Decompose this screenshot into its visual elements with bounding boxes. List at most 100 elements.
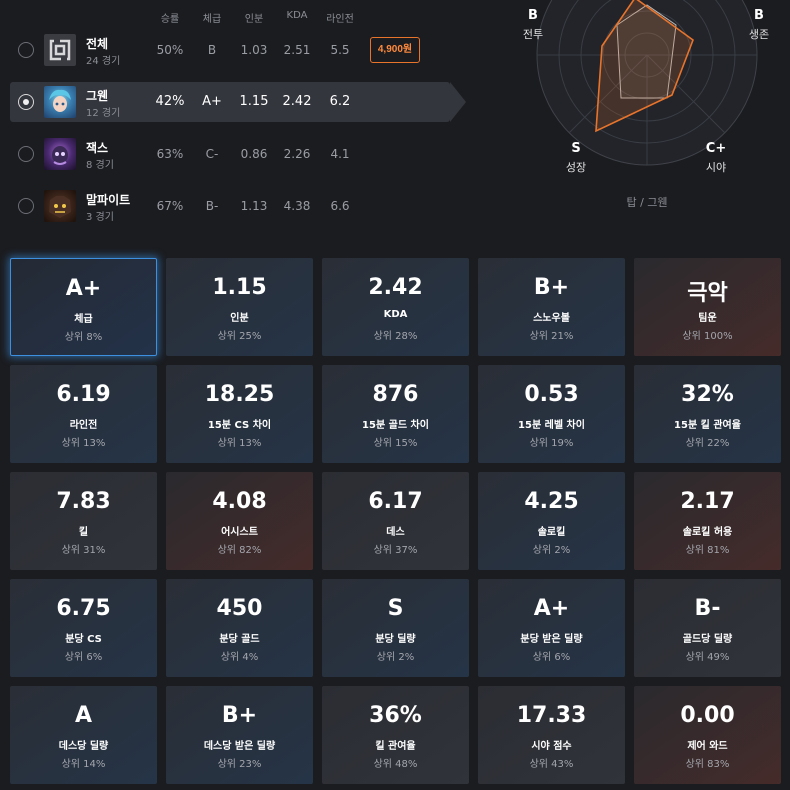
stat-rank: 상위 100% (682, 331, 733, 342)
stat-rank: 상위 6% (64, 652, 103, 663)
stat-card[interactable]: A 데스당 딜량 상위 14% (10, 686, 157, 784)
stat-rank: 상위 2% (376, 652, 415, 663)
stat-rank: 상위 14% (61, 759, 106, 770)
radar-grade: S (571, 141, 581, 156)
stat-rank: 상위 28% (373, 331, 418, 342)
stat-label: 체급 (74, 314, 93, 325)
tier-value: B (207, 43, 217, 57)
header-winrate: 승률 (160, 14, 180, 25)
radar-label-name: 시야 (705, 161, 727, 174)
stat-label: 시야 점수 (531, 741, 572, 752)
champion-row-malphite[interactable]: 말파이트 3 경기 67% B- 1.13 4.38 6.6 (10, 186, 450, 226)
radar-caption: 탑 / 그웬 (626, 196, 668, 209)
stat-value: A+ (533, 596, 570, 621)
stat-value: S (387, 596, 404, 621)
stat-card[interactable]: 6.75 분당 CS 상위 6% (10, 579, 157, 677)
stat-value: 36% (369, 703, 422, 728)
stat-rank: 상위 82% (217, 545, 262, 556)
stat-rank: 상위 81% (685, 545, 730, 556)
stat-rank: 상위 31% (61, 545, 106, 556)
stat-label: 데스당 받은 딜량 (203, 741, 276, 752)
stat-rank: 상위 48% (373, 759, 418, 770)
stat-card[interactable]: B- 골드당 딜량 상위 49% (634, 579, 781, 677)
stat-label: 제어 와드 (687, 741, 728, 752)
champion-row-jax[interactable]: 잭스 8 경기 63% C- 0.86 2.26 4.1 (10, 134, 450, 174)
stat-value: 6.75 (56, 596, 111, 621)
stat-value: 18.25 (204, 382, 275, 407)
inbun-value: 1.03 (240, 43, 268, 57)
stat-card[interactable]: 17.33 시야 점수 상위 43% (478, 686, 625, 784)
stat-value: 4.25 (524, 489, 579, 514)
stat-card[interactable]: B+ 데스당 받은 딜량 상위 23% (166, 686, 313, 784)
radar-grade: B (528, 8, 538, 23)
inbun-value: 1.13 (240, 199, 268, 213)
radio-button[interactable] (18, 146, 34, 162)
stat-value: 6.17 (368, 489, 423, 514)
champion-name: 전체 (86, 37, 109, 51)
stat-card[interactable]: 4.08 어시스트 상위 82% (166, 472, 313, 570)
kda-value: 2.42 (282, 94, 312, 109)
stat-card[interactable]: B+ 스노우볼 상위 21% (478, 258, 625, 356)
radar-average-shape (616, 4, 677, 99)
stat-label: 분당 딜량 (375, 634, 416, 645)
stat-rank: 상위 22% (685, 438, 730, 449)
stat-card[interactable]: 32% 15분 킬 관여율 상위 22% (634, 365, 781, 463)
stat-card[interactable]: 6.17 데스 상위 37% (322, 472, 469, 570)
stat-label: 데스 (386, 527, 405, 538)
stat-card[interactable]: 36% 킬 관여율 상위 48% (322, 686, 469, 784)
header-kda: KDA (286, 10, 308, 21)
champion-row-gwen[interactable]: 그웬 12 경기 42% A+ 1.15 2.42 6.2 (10, 82, 466, 122)
stat-card[interactable]: 극악 팀운 상위 100% (634, 258, 781, 356)
stat-value: 0.00 (680, 703, 735, 728)
stat-rank: 상위 83% (685, 759, 730, 770)
stat-label: KDA (383, 309, 408, 320)
stat-card[interactable]: 1.15 인분 상위 25% (166, 258, 313, 356)
stat-value: B+ (533, 275, 570, 300)
champion-row-all[interactable]: 전체 24 경기 50% B 1.03 2.51 5.5 4,900원 (10, 30, 450, 70)
stat-card[interactable]: 2.42 KDA 상위 28% (322, 258, 469, 356)
radar-label-name: 전투 (522, 28, 544, 41)
stat-value: A+ (65, 276, 102, 301)
champion-name: 그웬 (86, 89, 109, 103)
laning-value: 4.1 (330, 147, 350, 161)
stat-card[interactable]: A+ 분당 받은 딜량 상위 6% (478, 579, 625, 677)
stat-value: 2.17 (680, 489, 735, 514)
stat-card[interactable]: 2.17 솔로킬 허용 상위 81% (634, 472, 781, 570)
stat-rank: 상위 13% (217, 438, 262, 449)
radio-button[interactable] (18, 94, 34, 110)
stat-card[interactable]: 4.25 솔로킬 상위 2% (478, 472, 625, 570)
price-button[interactable]: 4,900원 (370, 37, 420, 63)
malphite-portrait (44, 190, 76, 222)
radio-button[interactable] (18, 198, 34, 214)
stat-value: 32% (681, 382, 734, 407)
radio-button[interactable] (18, 42, 34, 58)
stat-card[interactable]: 7.83 킬 상위 31% (10, 472, 157, 570)
radar-grade: B (754, 8, 764, 23)
radar-label-survival: B 생존 (749, 8, 769, 42)
stat-rank: 상위 8% (64, 332, 103, 343)
champion-name: 말파이트 (86, 193, 131, 207)
header-tier: 체급 (202, 14, 222, 25)
radar-label-vision: C+ 시야 (706, 141, 726, 175)
stat-card[interactable]: 876 15분 골드 차이 상위 15% (322, 365, 469, 463)
kda-value: 2.51 (283, 43, 311, 57)
stat-card[interactable]: 450 분당 골드 상위 4% (166, 579, 313, 677)
laning-value: 6.6 (330, 199, 350, 213)
gwen-portrait (44, 86, 76, 118)
winrate-value: 50% (156, 43, 184, 57)
stat-card[interactable]: 0.53 15분 레벨 차이 상위 19% (478, 365, 625, 463)
winrate-value: 67% (156, 199, 184, 213)
radar-label-name: 성장 (565, 161, 587, 174)
stat-value: B- (694, 596, 721, 621)
tier-value: C- (205, 147, 219, 161)
stat-card[interactable]: 18.25 15분 CS 차이 상위 13% (166, 365, 313, 463)
stat-value: 2.42 (368, 275, 423, 300)
kda-value: 4.38 (283, 199, 311, 213)
stat-card[interactable]: 6.19 라인전 상위 13% (10, 365, 157, 463)
stat-rank: 상위 15% (373, 438, 418, 449)
stat-rank: 상위 21% (529, 331, 574, 342)
inbun-value: 0.86 (240, 147, 268, 161)
